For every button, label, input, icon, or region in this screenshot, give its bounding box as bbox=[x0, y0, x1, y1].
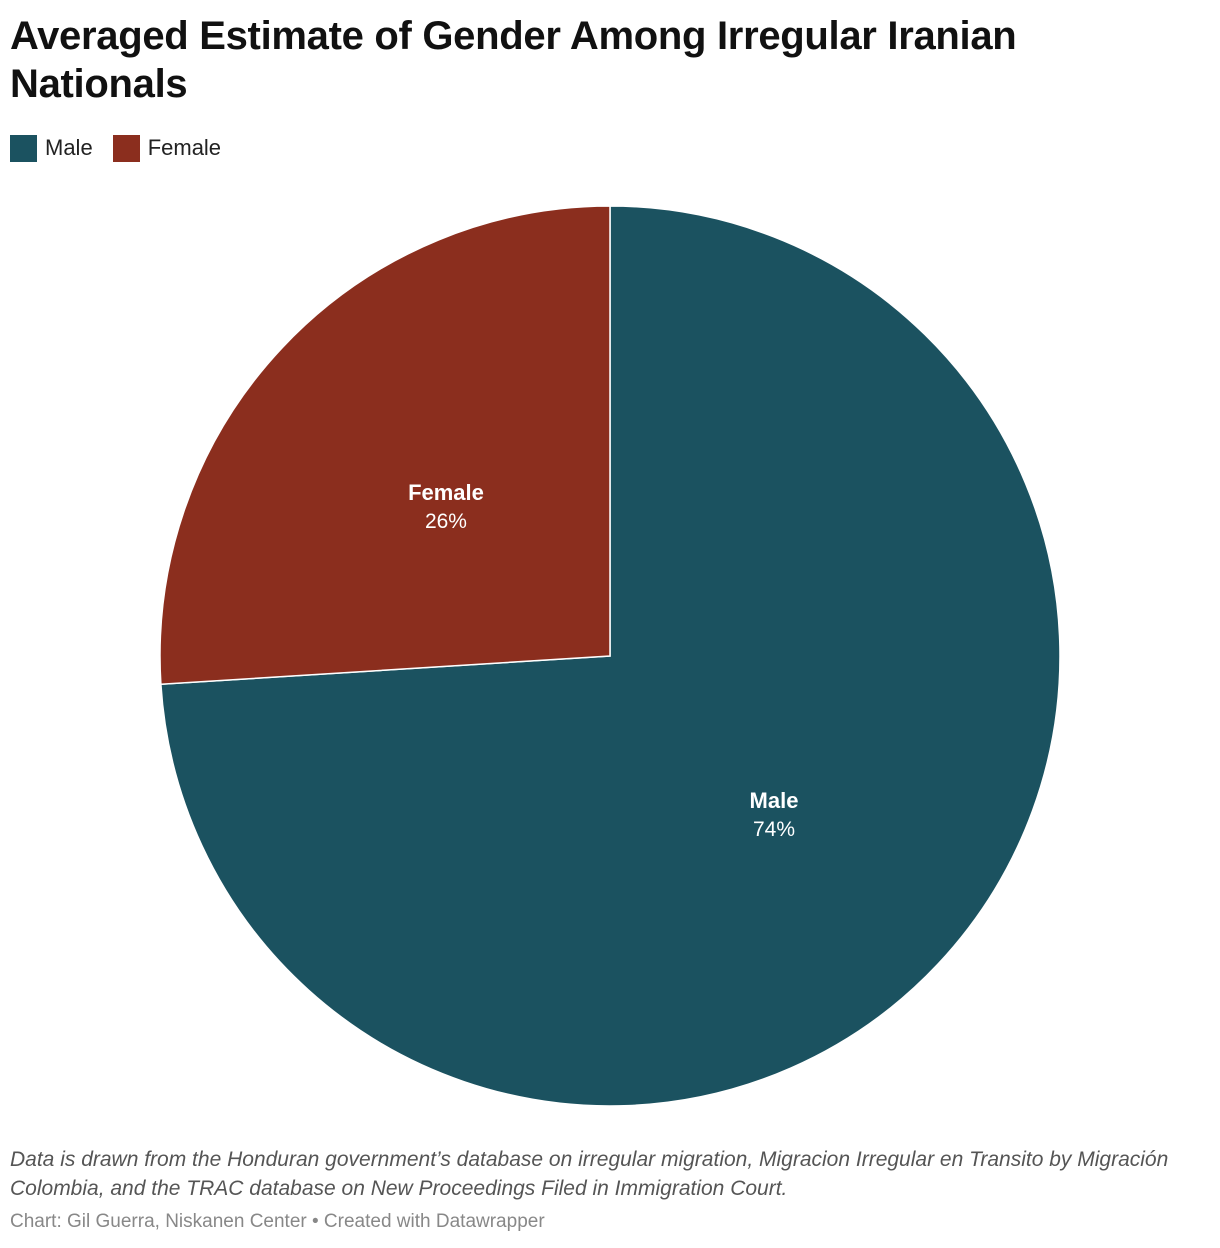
legend-label-male: Male bbox=[45, 135, 93, 160]
chart-byline: Chart: Gil Guerra, Niskanen Center • Cre… bbox=[10, 1211, 545, 1232]
legend-label-female: Female bbox=[147, 135, 222, 160]
legend-swatch-male bbox=[10, 134, 37, 162]
pie-slice-female bbox=[159, 205, 611, 686]
legend: Male Female bbox=[10, 133, 221, 163]
slice-value-female: 26% bbox=[425, 510, 467, 533]
slice-value-male: 74% bbox=[753, 818, 795, 841]
chart-title: Averaged Estimate of Gender Among Irregu… bbox=[10, 14, 1017, 106]
chart-notes: Data is drawn from the Honduran governme… bbox=[10, 1148, 1169, 1200]
pie-chart: Male 74% Female 26% bbox=[159, 205, 1061, 1107]
pie-slices bbox=[159, 205, 1061, 1107]
legend-swatch-female bbox=[112, 134, 140, 162]
slice-label-female: Female bbox=[408, 480, 484, 505]
legend-item-female: Female bbox=[112, 134, 222, 162]
pie-labels: Male 74% Female 26% bbox=[408, 480, 798, 841]
slice-label-male: Male bbox=[750, 788, 799, 813]
legend-item-male: Male bbox=[10, 134, 93, 162]
